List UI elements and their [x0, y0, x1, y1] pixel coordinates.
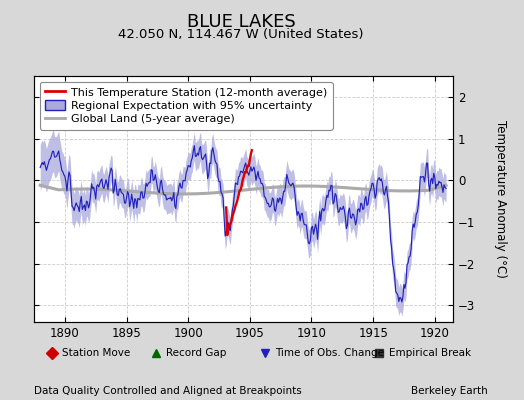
Legend: This Temperature Station (12-month average), Regional Expectation with 95% uncer: This Temperature Station (12-month avera… — [40, 82, 333, 130]
Text: Time of Obs. Change: Time of Obs. Change — [275, 348, 384, 358]
Text: Data Quality Controlled and Aligned at Breakpoints: Data Quality Controlled and Aligned at B… — [34, 386, 302, 396]
Text: BLUE LAKES: BLUE LAKES — [187, 13, 296, 31]
Text: 42.050 N, 114.467 W (United States): 42.050 N, 114.467 W (United States) — [118, 28, 364, 41]
Text: Berkeley Earth: Berkeley Earth — [411, 386, 487, 396]
Y-axis label: Temperature Anomaly (°C): Temperature Anomaly (°C) — [494, 120, 507, 278]
Text: Station Move: Station Move — [62, 348, 130, 358]
Text: Empirical Break: Empirical Break — [388, 348, 471, 358]
Text: Record Gap: Record Gap — [167, 348, 227, 358]
